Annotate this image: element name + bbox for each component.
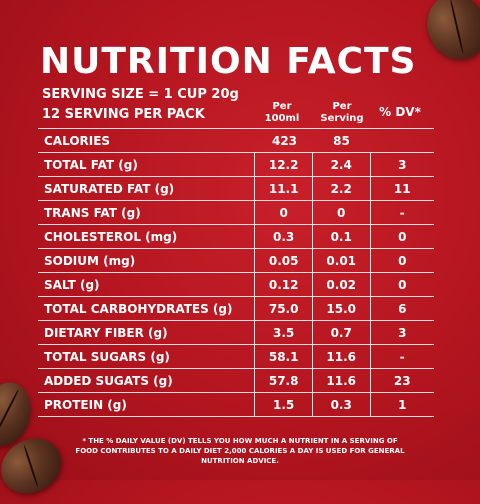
value-per-serving: 85 [333,133,350,148]
value-dv: 23 [369,369,435,392]
table-row: TOTAL CARBOHYDRATES (g) 75.0 15.0 6 [38,297,434,321]
value-dv: - [369,201,435,224]
page-title: NUTRITION FACTS [40,41,417,82]
table-row: TOTAL FAT (g) 12.2 2.4 3 [38,153,434,177]
nutrient-label: SALT (g) [44,277,100,292]
value-per-100: 75.0 [254,297,312,320]
value-per-100: 0.05 [254,249,312,272]
table-row: PROTEIN (g) 1.5 0.3 1 [38,393,434,417]
value-per-serving: 0.7 [311,321,370,344]
value-dv [370,129,434,152]
value-per-100: 1.5 [254,393,312,416]
footnote: * THE % DAILY VALUE (DV) TELLS YOU HOW M… [75,437,405,465]
value-per-100: 3.5 [254,321,312,344]
table-row: SATURATED FAT (g) 11.1 2.2 11 [38,177,434,201]
column-header-dv: % DV* [379,105,421,119]
value-per-100: 423 [271,133,298,148]
table-row: TRANS FAT (g) 0 0- [38,201,434,225]
value-per-100: 12.2 [254,153,312,176]
table-row: SODIUM (mg) 0.05 0.01 0 [38,249,434,273]
value-per-serving: 0.3 [311,393,370,416]
value-per-100: 57.8 [254,369,312,392]
value-dv: 0 [369,249,435,272]
value-per-100: 11.1 [254,177,312,200]
value-dv: - [369,345,435,368]
value-dv: 11 [369,177,435,200]
value-per-serving: 15.0 [311,297,370,320]
nutrient-label: TOTAL CARBOHYDRATES (g) [44,301,233,316]
value-per-serving: 2.4 [311,153,370,176]
value-per-100: 58.1 [254,345,312,368]
value-dv: 0 [369,273,435,296]
nutrient-label: TRANS FAT (g) [44,205,141,220]
value-per-100: 0 [254,201,312,224]
value-per-100: 0.3 [254,225,312,248]
nutrient-label: TOTAL SUGARS (g) [44,349,170,364]
table-row: SALT (g) 0.12 0.02 0 [38,273,434,297]
value-dv: 0 [369,225,435,248]
nutrient-label: ADDED SUGATS (g) [44,373,173,388]
value-per-serving: 0.01 [311,249,370,272]
column-header-per-serving: Per Serving [320,101,364,124]
value-per-serving: 0 [311,201,370,224]
table-row: DIETARY FIBER (g) 3.5 0.7 3 [38,321,434,345]
table-row: CHOLESTEROL (mg) 0.3 0.1 0 [38,225,434,249]
value-dv: 1 [369,393,435,416]
serving-size: SERVING SIZE = 1 CUP 20g [42,87,239,102]
servings-per-pack: 12 SERVING PER PACK [42,107,205,122]
table-row: TOTAL SUGARS (g) 58.1 11.6- [38,345,434,369]
nutrient-label: DIETARY FIBER (g) [44,325,168,340]
nutrient-label: PROTEIN (g) [44,397,127,412]
value-dv: 6 [369,297,435,320]
value-dv: 3 [369,321,435,344]
nutrient-label: SATURATED FAT (g) [44,181,175,196]
value-per-serving: 11.6 [311,369,370,392]
nutrient-label: CALORIES [44,133,111,148]
column-header-per-100: Per 100ml [264,101,300,124]
value-per-serving: 0.1 [311,225,370,248]
value-per-serving: 2.2 [311,177,370,200]
value-per-serving: 0.02 [311,273,370,296]
value-dv: 3 [369,153,435,176]
nutrient-label: SODIUM (mg) [44,253,136,268]
table-row: CALORIES 423 85 [38,129,434,153]
nutrient-label: TOTAL FAT (g) [44,157,138,172]
value-per-serving: 11.6 [311,345,370,368]
table-row: ADDED SUGATS (g) 57.8 11.6 23 [38,369,434,393]
nutrition-table: CALORIES 423 85 TOTAL FAT (g) 12.2 2.4 3 SATURA… [38,128,434,417]
nutrient-label: CHOLESTEROL (mg) [44,229,178,244]
value-per-100: 0.12 [254,273,312,296]
